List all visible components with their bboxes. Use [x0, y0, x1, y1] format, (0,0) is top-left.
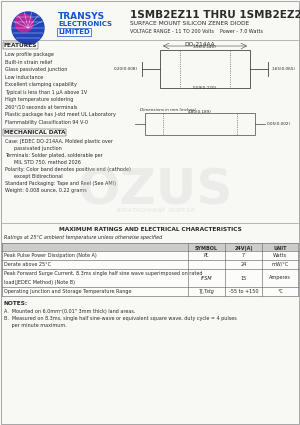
- Circle shape: [15, 14, 33, 32]
- Text: Derate above 25°C: Derate above 25°C: [4, 263, 51, 267]
- Text: Watts: Watts: [273, 253, 287, 258]
- Text: per minute maximum.: per minute maximum.: [4, 323, 67, 328]
- Text: Ratings at 25°C ambient temperature unless otherwise specified: Ratings at 25°C ambient temperature unle…: [4, 235, 162, 240]
- Bar: [2, 251, 298, 260]
- Text: Operating Junction and Storage Temperature Range: Operating Junction and Storage Temperatu…: [4, 289, 131, 295]
- Text: 1.65(0.065): 1.65(0.065): [272, 67, 296, 71]
- Text: NOTES:: NOTES:: [4, 301, 28, 306]
- Text: Built-in strain relief: Built-in strain relief: [5, 60, 52, 65]
- Text: Weight: 0.008 ounce, 0.22 grams: Weight: 0.008 ounce, 0.22 grams: [5, 188, 87, 193]
- Text: TJ,Tstg: TJ,Tstg: [199, 289, 214, 294]
- Text: Power - 7.0 Watts: Power - 7.0 Watts: [220, 29, 263, 34]
- Text: 0.20(0.008): 0.20(0.008): [114, 67, 138, 71]
- Text: 5.59(0.220): 5.59(0.220): [193, 86, 217, 90]
- Text: except Bidirectional: except Bidirectional: [5, 174, 63, 179]
- Text: High temperature soldering: High temperature soldering: [5, 97, 73, 102]
- Text: ELECTRONICS: ELECTRONICS: [58, 21, 112, 27]
- Bar: [160, 50, 250, 88]
- Text: 0.05(0.002): 0.05(0.002): [267, 122, 291, 126]
- Text: Peak Pulse Power Dissipation (Note A): Peak Pulse Power Dissipation (Note A): [4, 253, 97, 258]
- Text: Plastic package has J-std meet UL Laboratory: Plastic package has J-std meet UL Labora…: [5, 112, 116, 117]
- Text: B.  Measured on 8.3ms, single half sine-wave or equivalent square wave, duty cyc: B. Measured on 8.3ms, single half sine-w…: [4, 316, 237, 321]
- Text: SURFACE MOUNT SILICON ZENER DIODE: SURFACE MOUNT SILICON ZENER DIODE: [130, 21, 249, 26]
- Text: Low profile package: Low profile package: [5, 52, 54, 57]
- Text: 3.56(0.140): 3.56(0.140): [193, 45, 217, 49]
- Text: MIL STD 750, method 2026: MIL STD 750, method 2026: [5, 160, 81, 165]
- Text: DO-214AA: DO-214AA: [185, 42, 215, 47]
- Text: Typical I₄ less than 1 μA above 1V: Typical I₄ less than 1 μA above 1V: [5, 90, 87, 94]
- Text: °C: °C: [277, 289, 283, 294]
- Text: Standard Packaging: Tape and Reel (See AMI): Standard Packaging: Tape and Reel (See A…: [5, 181, 116, 186]
- Bar: [2, 260, 298, 269]
- Text: Flammability Classification 94 V-0: Flammability Classification 94 V-0: [5, 119, 88, 125]
- Text: Excellent clamping capability: Excellent clamping capability: [5, 82, 77, 87]
- Text: IFSM: IFSM: [201, 275, 212, 281]
- Text: Amperes: Amperes: [269, 275, 291, 281]
- Text: MECHANICAL DATA: MECHANICAL DATA: [4, 130, 65, 135]
- Text: UNIT: UNIT: [273, 246, 287, 250]
- Text: load(JEDEC Method) (Note B): load(JEDEC Method) (Note B): [4, 280, 75, 286]
- Bar: [2, 243, 298, 251]
- Text: 24V(A): 24V(A): [234, 246, 253, 250]
- Text: mW/°C: mW/°C: [272, 262, 289, 267]
- Text: MAXIMUM RATINGS AND ELECTRICAL CHARACTERISTICS: MAXIMUM RATINGS AND ELECTRICAL CHARACTER…: [58, 227, 242, 232]
- Text: 24: 24: [240, 262, 247, 267]
- Text: LIMITED: LIMITED: [58, 29, 90, 35]
- Text: Peak Forward Surge Current, 8.3ms single half sine wave superimposed on rated: Peak Forward Surge Current, 8.3ms single…: [4, 272, 203, 276]
- Text: Dimensions in mm (inches): Dimensions in mm (inches): [140, 108, 196, 112]
- Bar: [145, 113, 255, 135]
- Text: -55 to +150: -55 to +150: [229, 289, 258, 294]
- Text: Polarity: Color band denotes positive end (cathode): Polarity: Color band denotes positive en…: [5, 167, 131, 172]
- Text: SYMBOL: SYMBOL: [195, 246, 218, 250]
- Text: VOLTAGE RANGE - 11 TO 200 Volts: VOLTAGE RANGE - 11 TO 200 Volts: [130, 29, 214, 34]
- Text: 7: 7: [242, 253, 245, 258]
- Text: Glass passivated junction: Glass passivated junction: [5, 67, 68, 72]
- Text: ЭЛЕКТРОННЫЙ  ПОРТАЛ: ЭЛЕКТРОННЫЙ ПОРТАЛ: [115, 207, 195, 212]
- Text: 260°/10 seconds at terminals: 260°/10 seconds at terminals: [5, 105, 77, 110]
- Text: PL: PL: [204, 253, 209, 258]
- Text: 15: 15: [240, 275, 247, 281]
- Text: FEATURES: FEATURES: [4, 43, 38, 48]
- Bar: [2, 269, 298, 287]
- Text: A.  Mounted on 6.0mm²(0.01" 3mm thick) land areas.: A. Mounted on 6.0mm²(0.01" 3mm thick) la…: [4, 309, 135, 314]
- Text: passivated junction: passivated junction: [5, 146, 62, 151]
- Text: Low inductance: Low inductance: [5, 74, 43, 79]
- Text: Case: JEDEC DO-214AA, Molded plastic over: Case: JEDEC DO-214AA, Molded plastic ove…: [5, 139, 113, 144]
- Text: 1SMB2EZ11 THRU 1SMB2EZ200: 1SMB2EZ11 THRU 1SMB2EZ200: [130, 10, 300, 20]
- Bar: [2, 287, 298, 296]
- Text: OZUS: OZUS: [77, 166, 233, 214]
- Circle shape: [12, 12, 44, 44]
- Text: Terminals: Solder plated, solderable per: Terminals: Solder plated, solderable per: [5, 153, 103, 158]
- Text: TRANSYS: TRANSYS: [58, 12, 105, 21]
- Text: 4.80(0.189): 4.80(0.189): [188, 110, 212, 114]
